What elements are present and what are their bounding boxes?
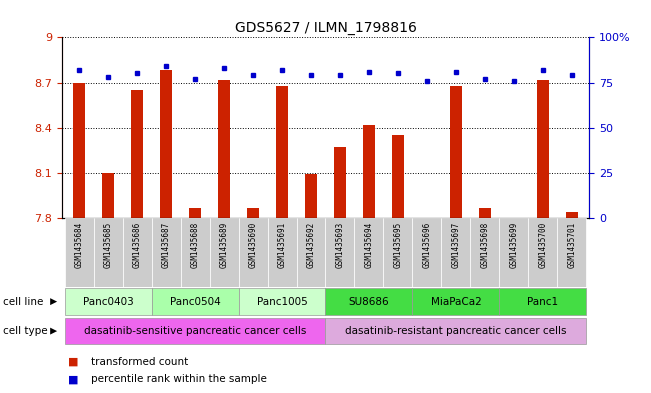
Text: GSM1435696: GSM1435696: [422, 222, 432, 268]
Bar: [392, 135, 404, 218]
Bar: [529, 218, 557, 287]
Text: Panc1: Panc1: [527, 297, 559, 307]
Bar: [363, 125, 375, 218]
Bar: [334, 147, 346, 218]
Bar: [537, 79, 549, 218]
Text: dasatinib-resistant pancreatic cancer cells: dasatinib-resistant pancreatic cancer ce…: [345, 326, 566, 336]
Text: GSM1435693: GSM1435693: [335, 222, 344, 268]
Text: transformed count: transformed count: [91, 356, 188, 367]
Text: GSM1435700: GSM1435700: [538, 222, 547, 268]
Text: GSM1435688: GSM1435688: [191, 222, 200, 268]
Bar: [413, 288, 499, 315]
Bar: [499, 288, 587, 315]
Bar: [122, 218, 152, 287]
Text: GSM1435698: GSM1435698: [480, 222, 490, 268]
Bar: [471, 218, 499, 287]
Text: GSM1435691: GSM1435691: [277, 222, 286, 268]
Bar: [132, 90, 143, 218]
Bar: [94, 218, 122, 287]
Bar: [441, 218, 471, 287]
Bar: [305, 174, 317, 218]
Bar: [566, 212, 577, 218]
Bar: [152, 218, 180, 287]
Bar: [102, 173, 114, 218]
Bar: [413, 218, 441, 287]
Bar: [218, 79, 230, 218]
Bar: [296, 218, 326, 287]
Bar: [557, 218, 587, 287]
Bar: [152, 288, 238, 315]
Text: GSM1435684: GSM1435684: [75, 222, 84, 268]
Text: cell type: cell type: [3, 326, 48, 336]
Text: MiaPaCa2: MiaPaCa2: [430, 297, 481, 307]
Text: ■: ■: [68, 356, 79, 367]
Bar: [326, 318, 587, 344]
Text: ■: ■: [68, 374, 79, 384]
Bar: [247, 208, 259, 218]
Text: GSM1435685: GSM1435685: [104, 222, 113, 268]
Bar: [238, 288, 326, 315]
Text: Panc0403: Panc0403: [83, 297, 133, 307]
Text: GSM1435687: GSM1435687: [161, 222, 171, 268]
Text: GSM1435695: GSM1435695: [393, 222, 402, 268]
Bar: [355, 218, 383, 287]
Bar: [210, 218, 238, 287]
Bar: [64, 318, 326, 344]
Text: dasatinib-sensitive pancreatic cancer cells: dasatinib-sensitive pancreatic cancer ce…: [84, 326, 307, 336]
Bar: [479, 208, 491, 218]
Bar: [326, 218, 355, 287]
Text: Panc1005: Panc1005: [256, 297, 307, 307]
Bar: [64, 218, 94, 287]
Text: SU8686: SU8686: [349, 297, 389, 307]
Bar: [74, 83, 85, 218]
Bar: [499, 218, 529, 287]
Bar: [64, 288, 152, 315]
Text: Panc0504: Panc0504: [170, 297, 221, 307]
Bar: [238, 218, 268, 287]
Text: GSM1435699: GSM1435699: [509, 222, 518, 268]
Text: percentile rank within the sample: percentile rank within the sample: [91, 374, 267, 384]
Text: GSM1435692: GSM1435692: [307, 222, 316, 268]
Text: GSM1435689: GSM1435689: [219, 222, 229, 268]
Text: GDS5627 / ILMN_1798816: GDS5627 / ILMN_1798816: [234, 20, 417, 35]
Bar: [180, 218, 210, 287]
Bar: [189, 208, 201, 218]
Bar: [160, 70, 172, 218]
Bar: [268, 218, 296, 287]
Text: GSM1435694: GSM1435694: [365, 222, 374, 268]
Bar: [450, 86, 462, 218]
Text: cell line: cell line: [3, 297, 44, 307]
Text: GSM1435697: GSM1435697: [451, 222, 460, 268]
Bar: [276, 86, 288, 218]
Text: GSM1435686: GSM1435686: [133, 222, 142, 268]
Bar: [326, 288, 413, 315]
Bar: [383, 218, 413, 287]
Text: GSM1435690: GSM1435690: [249, 222, 258, 268]
Text: GSM1435701: GSM1435701: [567, 222, 576, 268]
